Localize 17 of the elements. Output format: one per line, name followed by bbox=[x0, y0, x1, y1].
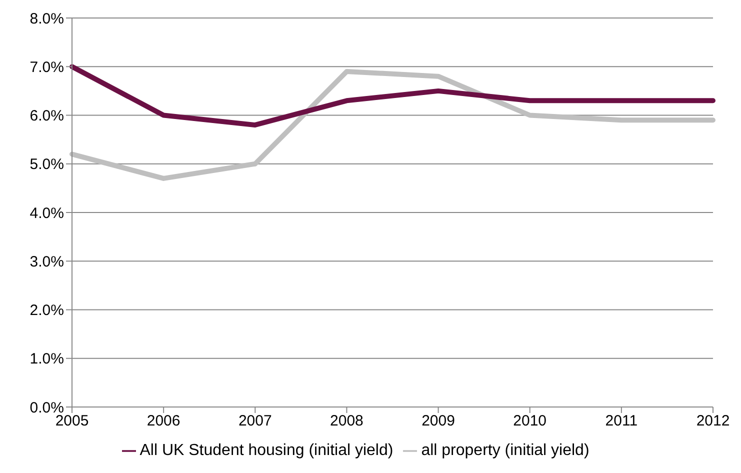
y-tick-label: 1.0% bbox=[30, 350, 64, 368]
legend-label: All UK Student housing (initial yield) bbox=[140, 442, 394, 459]
x-tick-label: 2006 bbox=[146, 412, 180, 430]
x-tick-label: 2009 bbox=[422, 412, 455, 430]
x-tick-label: 2011 bbox=[605, 412, 638, 430]
y-tick-label: 4.0% bbox=[30, 204, 64, 222]
x-tick-label: 2010 bbox=[513, 412, 547, 430]
y-tick-label: 7.0% bbox=[30, 58, 64, 76]
y-tick-label: 3.0% bbox=[30, 253, 64, 270]
y-tick-label: 2.0% bbox=[30, 302, 64, 320]
legend-label: all property (initial yield) bbox=[421, 442, 590, 459]
x-tick-label: 2007 bbox=[238, 412, 272, 430]
y-tick-label: 8.0% bbox=[30, 10, 64, 28]
x-tick-label: 2012 bbox=[696, 412, 730, 430]
y-tick-label: 5.0% bbox=[30, 156, 64, 174]
y-tick-label: 6.0% bbox=[30, 108, 64, 125]
x-tick-label: 2008 bbox=[330, 412, 364, 430]
